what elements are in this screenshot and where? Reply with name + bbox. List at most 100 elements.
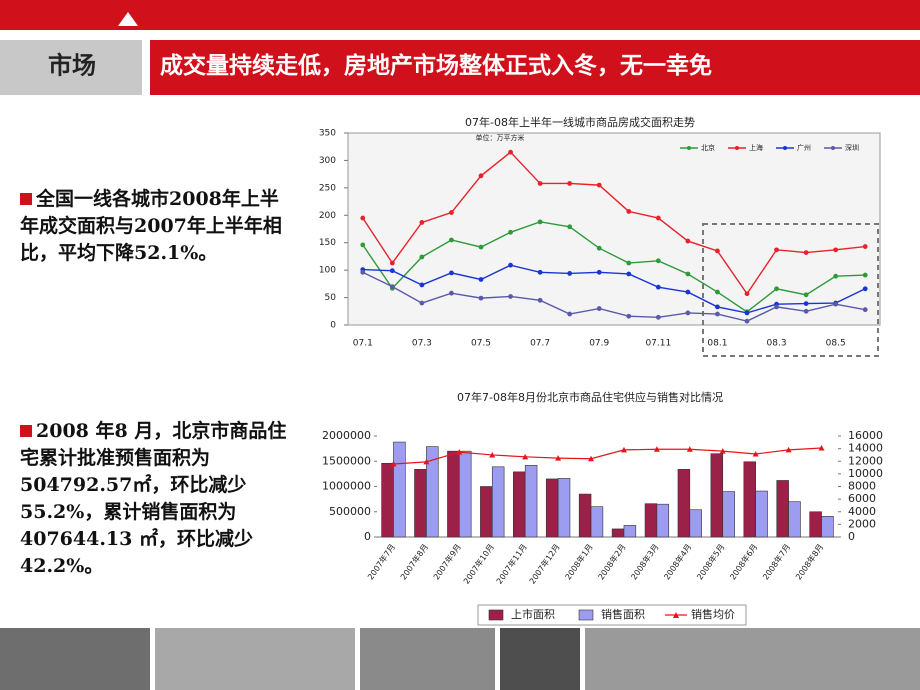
point xyxy=(833,301,839,307)
point xyxy=(752,450,759,457)
point xyxy=(686,446,693,452)
y-tick-label: 0 xyxy=(364,530,371,543)
series-line xyxy=(393,447,822,465)
x-tick-label: 2008年5月 xyxy=(694,542,726,582)
point xyxy=(620,446,627,453)
x-tick-label: 2007年10月 xyxy=(461,542,496,586)
point xyxy=(537,181,543,186)
x-tick-label: 07.1 xyxy=(353,339,373,349)
bar xyxy=(414,469,427,538)
x-tick-label: 2007年7月 xyxy=(365,542,397,582)
y2-tick-label: 6000 xyxy=(848,492,876,505)
series-line xyxy=(362,151,866,295)
point xyxy=(360,269,366,275)
point xyxy=(744,310,750,316)
bar xyxy=(459,450,472,538)
x-tick-label: 08.3 xyxy=(767,339,787,349)
bar xyxy=(677,469,691,538)
section-box xyxy=(0,40,142,95)
legend-frame xyxy=(477,604,747,626)
bullet: 全国一线各城市2008年上半年成交面积与2007年上半年相比，平均下降52.1%… xyxy=(20,186,295,267)
bar xyxy=(722,491,735,538)
point xyxy=(655,314,661,320)
point xyxy=(478,173,484,179)
point xyxy=(567,224,573,230)
legend-label: 上海 xyxy=(749,143,763,152)
point xyxy=(360,242,366,248)
point xyxy=(626,209,632,214)
bar xyxy=(743,461,756,538)
point xyxy=(685,289,691,295)
legend-swatch xyxy=(578,609,594,621)
plot-frame xyxy=(347,132,881,326)
point xyxy=(389,284,395,289)
point xyxy=(626,260,632,266)
point xyxy=(508,229,513,235)
bar xyxy=(491,466,505,538)
point xyxy=(862,307,868,313)
x-tick-label: 2008年3月 xyxy=(629,542,661,582)
x-tick-label: 07.7 xyxy=(530,339,550,349)
top-band xyxy=(0,0,920,30)
section-label: 市场 xyxy=(48,51,96,80)
point xyxy=(423,458,430,465)
y-tick-label: 300 xyxy=(319,156,336,166)
bar xyxy=(513,471,526,538)
point xyxy=(655,215,661,221)
x-tick-label: 2007年9月 xyxy=(431,542,463,582)
bar xyxy=(644,503,658,538)
point xyxy=(803,292,809,298)
x-tick-label: 07.5 xyxy=(471,339,491,349)
x-tick-label: 2008年2月 xyxy=(596,542,628,582)
point xyxy=(478,295,484,301)
point xyxy=(478,244,484,250)
y-tick-label: 200 xyxy=(319,211,336,221)
point xyxy=(419,282,425,288)
point xyxy=(449,210,454,215)
point xyxy=(653,446,660,452)
y-tick-label: 1500000 xyxy=(322,454,371,467)
legend-label: 销售均价 xyxy=(691,607,735,621)
point xyxy=(862,286,868,292)
point xyxy=(449,290,454,296)
legend-marker xyxy=(687,146,691,150)
y2-tick-label: 0 xyxy=(848,530,855,543)
point xyxy=(803,301,809,307)
point xyxy=(685,310,691,316)
point xyxy=(419,300,425,306)
legend-label: 上市面积 xyxy=(511,607,555,621)
point xyxy=(522,453,529,460)
series-line xyxy=(362,221,866,313)
point xyxy=(715,311,720,317)
point xyxy=(596,245,602,251)
bar xyxy=(480,486,493,538)
point xyxy=(803,250,809,255)
bar xyxy=(545,478,559,538)
bar xyxy=(393,441,406,538)
point xyxy=(715,289,720,295)
point xyxy=(744,318,750,324)
x-tick-label: 2008年8月 xyxy=(793,542,825,582)
point xyxy=(774,286,779,292)
point xyxy=(785,446,792,453)
y2-tick-label: 4000 xyxy=(848,505,876,518)
bar xyxy=(689,509,702,538)
point xyxy=(449,270,454,276)
point xyxy=(419,220,425,225)
point xyxy=(537,219,543,225)
bar xyxy=(809,511,822,538)
y-tick-label: 500000 xyxy=(329,505,371,518)
series-line xyxy=(362,271,866,322)
legend-label: 广州 xyxy=(797,143,811,152)
bar xyxy=(590,506,604,538)
point xyxy=(567,311,573,317)
point xyxy=(774,247,779,253)
x-tick-label: 2008年4月 xyxy=(662,542,694,582)
chart-title: 07年-08年上半年一线城市商品房成交面积走势 xyxy=(465,115,695,129)
y2-tick-label: 8000 xyxy=(848,480,876,493)
y2-tick-label: 14000 xyxy=(848,442,883,455)
legend-label: 销售面积 xyxy=(601,607,645,621)
point xyxy=(389,268,395,274)
legend-marker xyxy=(673,612,679,618)
